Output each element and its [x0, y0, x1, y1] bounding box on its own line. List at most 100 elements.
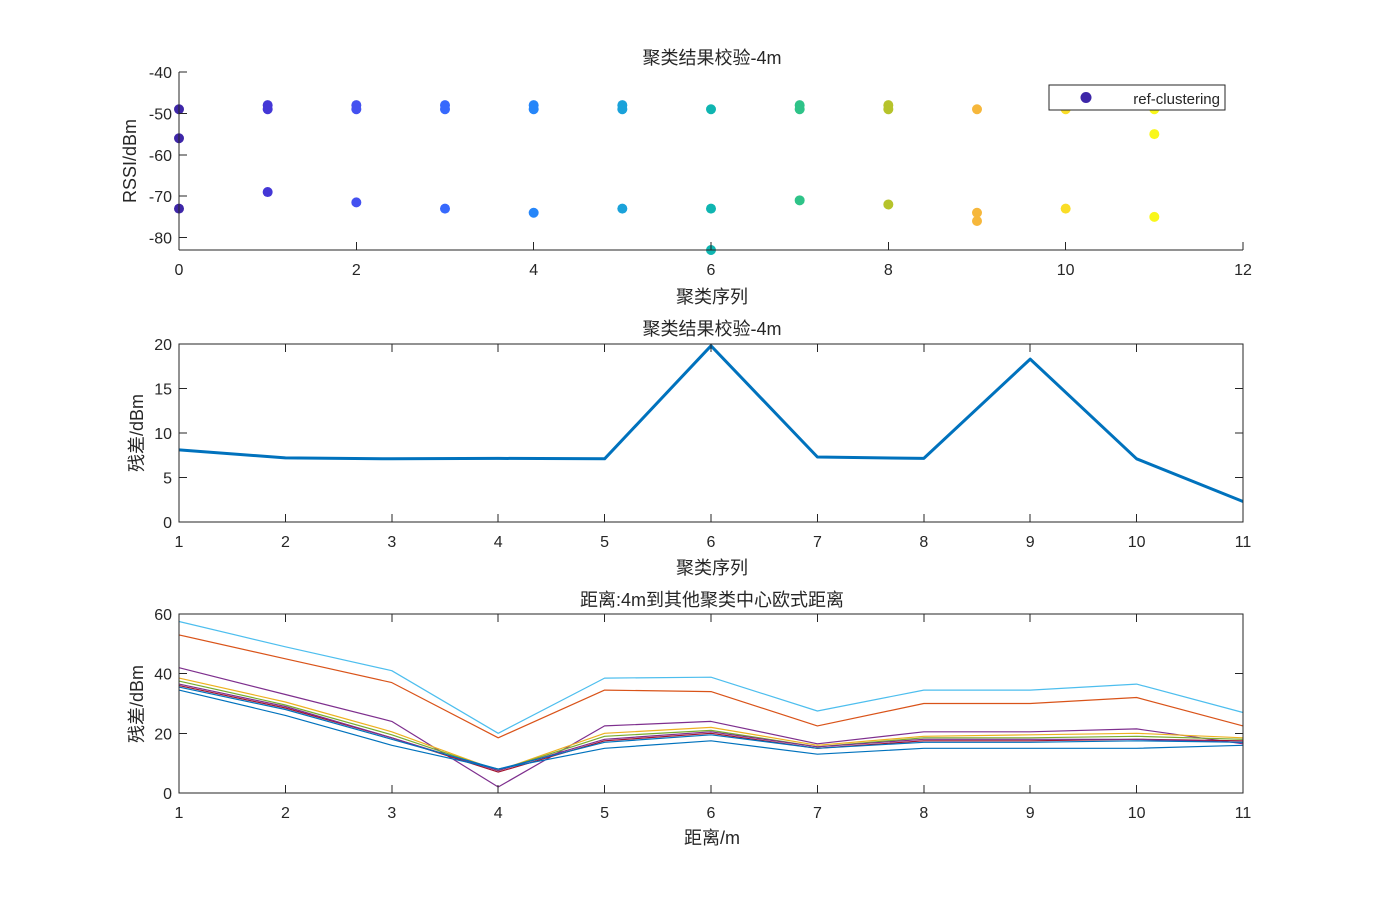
y-tick-label: 20	[154, 337, 172, 354]
x-tick-label: 11	[1235, 805, 1252, 822]
scatter-point	[528, 104, 539, 115]
scatter-point	[262, 104, 273, 115]
scatter-point	[794, 195, 805, 206]
y-tick-label: 60	[154, 607, 172, 624]
scatter-point	[617, 104, 628, 115]
series-line	[178, 620, 1244, 734]
y-tick-label: 40	[154, 667, 172, 684]
x-tick-label: 10	[1128, 534, 1146, 551]
x-tick-label: 2	[352, 262, 361, 279]
scatter-point	[883, 199, 894, 210]
series-line	[178, 686, 1244, 770]
scatter-legend: ref-clustering	[1048, 84, 1226, 111]
y-tick-label: -60	[149, 148, 172, 165]
x-tick-label: 3	[387, 534, 396, 551]
scatter-x-label: 聚类序列	[676, 287, 748, 307]
scatter-point	[351, 104, 362, 115]
residual-panel: 聚类结果校验-4m 聚类序列 残差/dBm 1 2 3 4 5 6 7 8 9 10 11 0 5 10 1…	[127, 319, 1251, 578]
x-tick-label: 11	[1235, 534, 1252, 551]
y-tick-label: 5	[163, 471, 172, 488]
scatter-point	[617, 203, 628, 214]
y-tick-label: 15	[154, 382, 172, 399]
scatter-point	[972, 216, 982, 227]
scatter-marks	[174, 100, 1160, 255]
scatter-axes	[178, 72, 1243, 251]
y-tick-label: 0	[163, 786, 172, 803]
x-tick-label: 10	[1057, 262, 1075, 279]
residual-title: 聚类结果校验-4m	[643, 319, 782, 339]
scatter-point	[262, 187, 273, 198]
scatter-point	[440, 203, 450, 214]
distance-x-label: 距离/m	[684, 828, 740, 848]
x-tick-label: 5	[600, 534, 609, 551]
y-tick-label: -40	[149, 65, 172, 82]
x-tick-label: 8	[919, 805, 928, 822]
distance-axes	[178, 613, 1244, 794]
series-line	[178, 689, 1244, 770]
x-tick-label: 1	[175, 534, 184, 551]
x-tick-label: 7	[813, 534, 822, 551]
x-tick-label: 6	[707, 805, 716, 822]
x-tick-label: 3	[387, 805, 396, 822]
x-tick-label: 5	[600, 805, 609, 822]
scatter-point	[972, 207, 982, 218]
series-line	[178, 667, 1244, 788]
x-tick-label: 2	[281, 534, 290, 551]
distance-marks	[178, 620, 1244, 788]
x-tick-label: 6	[707, 262, 716, 279]
y-tick-label: -70	[149, 189, 172, 206]
x-tick-label: 12	[1234, 262, 1252, 279]
x-tick-label: 2	[281, 805, 290, 822]
y-tick-label: 0	[163, 515, 172, 532]
y-tick-label: 10	[154, 426, 172, 443]
scatter-ticks: 0 2 4 6 8 10 12 -80 -70 -60 -50 -40	[149, 65, 1252, 279]
x-tick-label: 7	[813, 805, 822, 822]
scatter-point	[972, 104, 982, 115]
distance-ticks: 1 2 3 4 5 6 7 8 9 10 11 0 20 40 60	[154, 607, 1251, 822]
scatter-panel: 聚类结果校验-4m 聚类序列 RSSI/dBm 0 2 4 6 8 10 12 -80 -70 -…	[120, 48, 1252, 307]
distance-panel: 距离:4m到其他聚类中心欧式距离 距离/m 残差/dBm 1 2 3 4 5 6 7 8 9 10…	[127, 590, 1251, 848]
axes-box	[178, 613, 1244, 794]
x-tick-label: 4	[529, 262, 538, 279]
scatter-point	[706, 104, 716, 115]
scatter-point	[440, 104, 450, 115]
axes-box	[178, 343, 1244, 523]
x-tick-label: 8	[919, 534, 928, 551]
residual-axes	[178, 343, 1244, 523]
x-tick-label: 9	[1026, 805, 1035, 822]
legend-box	[1048, 84, 1226, 111]
y-tick-label: 20	[154, 726, 172, 743]
residual-y-label: 残差/dBm	[127, 394, 147, 472]
distance-y-label: 残差/dBm	[127, 665, 147, 743]
y-tick-label: -80	[149, 231, 172, 248]
x-tick-label: 4	[494, 805, 503, 822]
x-tick-label: 8	[884, 262, 893, 279]
series-line	[178, 634, 1244, 739]
legend-marker	[1080, 92, 1092, 103]
scatter-point	[706, 203, 716, 214]
scatter-point	[351, 197, 362, 208]
scatter-point	[883, 104, 894, 115]
scatter-point	[794, 104, 805, 115]
x-tick-label: 0	[175, 262, 184, 279]
scatter-point	[528, 207, 539, 218]
residual-x-label: 聚类序列	[676, 558, 748, 578]
legend-label: ref-clustering	[1133, 91, 1220, 108]
y-tick-label: -50	[149, 106, 172, 123]
series-line	[178, 683, 1244, 772]
distance-title: 距离:4m到其他聚类中心欧式距离	[580, 590, 844, 610]
scatter-y-label: RSSI/dBm	[120, 119, 140, 203]
scatter-point	[1060, 203, 1071, 214]
x-tick-label: 9	[1026, 534, 1035, 551]
x-tick-label: 4	[494, 534, 503, 551]
scatter-point	[1149, 129, 1160, 140]
x-tick-label: 10	[1128, 805, 1146, 822]
x-tick-label: 6	[707, 534, 716, 551]
series-line	[178, 680, 1244, 772]
series-line	[178, 677, 1244, 772]
scatter-point	[1149, 211, 1160, 222]
scatter-title: 聚类结果校验-4m	[643, 48, 782, 68]
x-tick-label: 1	[175, 805, 184, 822]
